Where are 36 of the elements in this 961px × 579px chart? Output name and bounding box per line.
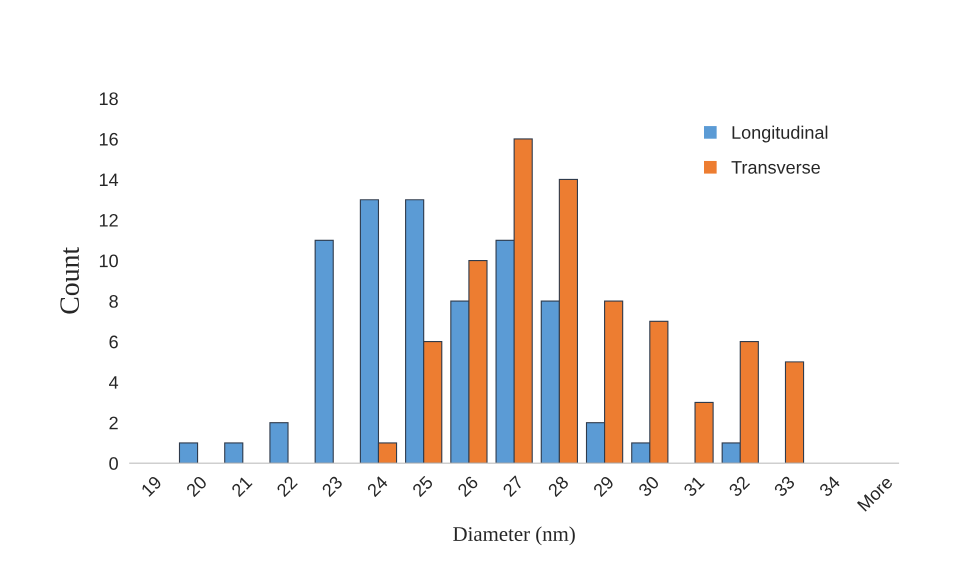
x-tick-label: 22 bbox=[276, 475, 298, 498]
bar bbox=[269, 422, 289, 464]
x-tick-label: 29 bbox=[592, 475, 615, 498]
x-axis-title: Diameter (nm) bbox=[453, 526, 575, 546]
bar bbox=[314, 240, 334, 464]
y-tick-label: 10 bbox=[100, 254, 118, 268]
x-tick-label: 32 bbox=[728, 475, 750, 498]
x-tick-label: 28 bbox=[547, 475, 570, 498]
x-tick-label: 34 bbox=[818, 475, 841, 498]
bar bbox=[784, 361, 804, 464]
y-axis-title: Count bbox=[60, 247, 80, 314]
y-tick-label: 12 bbox=[100, 214, 118, 227]
y-tick-label: 2 bbox=[109, 416, 118, 430]
y-tick-label: 6 bbox=[110, 336, 118, 348]
y-tick-label: 4 bbox=[109, 376, 118, 389]
x-tick-label: 27 bbox=[502, 475, 524, 498]
x-tick-label: 19 bbox=[140, 475, 162, 497]
y-tick-label: 16 bbox=[100, 132, 118, 146]
x-tick-label: 30 bbox=[638, 475, 660, 498]
legend-label: Transverse bbox=[732, 161, 820, 174]
bar bbox=[694, 402, 714, 464]
x-tick-label: 21 bbox=[230, 475, 253, 498]
bar bbox=[178, 442, 198, 464]
x-tick-label: 24 bbox=[366, 475, 388, 498]
x-tick-label: 26 bbox=[456, 475, 479, 498]
y-tick-label: 8 bbox=[109, 295, 118, 308]
x-tick-label: 33 bbox=[773, 475, 796, 498]
y-tick-label: 14 bbox=[100, 174, 118, 186]
x-tick-label: 20 bbox=[186, 475, 208, 498]
legend-label: Longitudinal bbox=[732, 126, 828, 142]
bar bbox=[224, 442, 244, 464]
x-tick-label: 23 bbox=[321, 475, 344, 498]
x-tick-label: 31 bbox=[682, 475, 705, 498]
x-tick-label: 25 bbox=[412, 475, 434, 498]
y-tick-label: 18 bbox=[100, 92, 118, 106]
y-tick-label: 0 bbox=[109, 457, 118, 470]
